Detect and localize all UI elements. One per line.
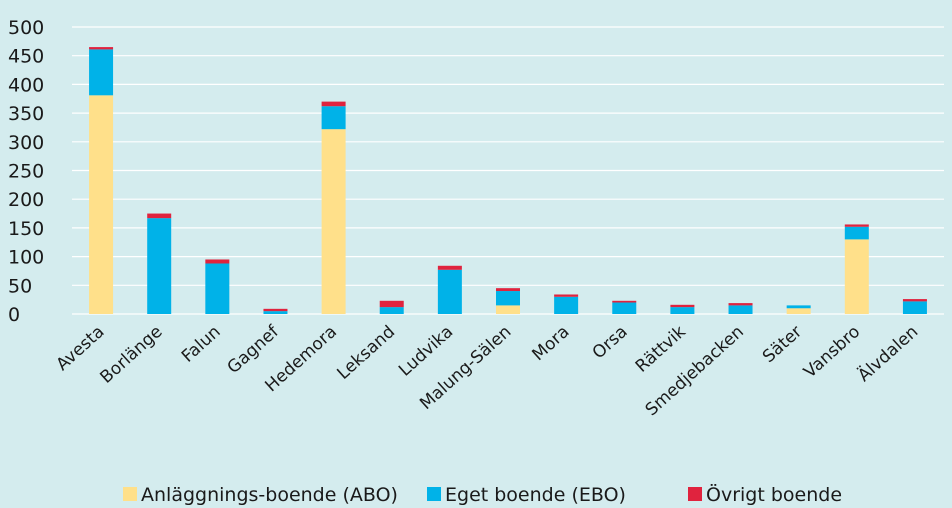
bar-segment bbox=[437, 265, 462, 270]
bar-segment bbox=[437, 269, 462, 314]
bar-segment bbox=[786, 308, 811, 314]
bar-segment bbox=[728, 305, 753, 314]
bars bbox=[89, 47, 927, 314]
bar-segment bbox=[554, 296, 579, 314]
bar-segment bbox=[612, 300, 637, 303]
x-category-label: Vansbro bbox=[800, 322, 864, 382]
legend-label: Anläggnings-boende (ABO) bbox=[141, 484, 398, 506]
y-axis-ticks: 0 50 100 150 200 250 300 350 400 450 500 bbox=[8, 17, 44, 326]
bar-segment bbox=[321, 129, 346, 314]
x-category-label: Älvdalen bbox=[854, 321, 923, 386]
y-tick-label: 400 bbox=[8, 74, 44, 96]
bar-segment bbox=[496, 305, 520, 314]
bar-segment bbox=[379, 300, 404, 308]
x-category-label: Rättvik bbox=[632, 322, 690, 377]
bar-segment bbox=[147, 218, 172, 314]
legend-swatch bbox=[427, 487, 441, 501]
bar-segment bbox=[844, 239, 869, 314]
bar-segment bbox=[670, 304, 695, 308]
y-tick-label: 500 bbox=[8, 17, 44, 39]
legend-label: Eget boende (EBO) bbox=[445, 484, 626, 506]
bar-segment bbox=[496, 291, 520, 306]
bar-segment bbox=[89, 47, 114, 50]
x-category-label: Avesta bbox=[53, 322, 109, 375]
bar-segment bbox=[844, 226, 869, 240]
y-tick-label: 0 bbox=[8, 304, 20, 326]
x-category-label: Leksand bbox=[333, 322, 399, 384]
x-category-label: Orsa bbox=[589, 322, 632, 363]
y-tick-label: 300 bbox=[8, 132, 44, 154]
bar-segment bbox=[89, 49, 114, 96]
y-tick-label: 50 bbox=[8, 275, 32, 297]
bar-segment bbox=[670, 307, 695, 314]
y-tick-label: 250 bbox=[8, 161, 44, 183]
x-category-label: Falun bbox=[178, 322, 225, 367]
x-category-label: Mora bbox=[529, 322, 574, 365]
bar-segment bbox=[263, 311, 288, 314]
bar-segment bbox=[786, 305, 811, 309]
bar-segment bbox=[612, 302, 637, 314]
x-category-label: Borlänge bbox=[97, 322, 167, 388]
bar-segment bbox=[205, 259, 230, 264]
bar-segment bbox=[728, 303, 753, 306]
y-tick-label: 450 bbox=[8, 46, 44, 68]
x-category-label: Säter bbox=[759, 322, 806, 367]
gridlines bbox=[72, 26, 944, 315]
bar-segment bbox=[205, 263, 230, 314]
y-tick-label: 200 bbox=[8, 189, 44, 211]
legend-swatch bbox=[123, 487, 137, 501]
bar-segment bbox=[379, 307, 404, 314]
legend-label: Övrigt boende bbox=[706, 483, 842, 506]
bar-segment bbox=[554, 294, 579, 297]
bar-segment bbox=[902, 299, 927, 302]
y-tick-label: 150 bbox=[8, 218, 44, 240]
y-tick-label: 100 bbox=[8, 247, 44, 269]
bar-segment bbox=[496, 288, 520, 292]
bar-segment bbox=[902, 301, 927, 314]
y-tick-label: 350 bbox=[8, 103, 44, 125]
bar-segment bbox=[263, 308, 288, 312]
bar-segment bbox=[321, 106, 346, 130]
legend: Anläggnings-boende (ABO) Eget boende (EBO… bbox=[123, 483, 842, 506]
bar-segment bbox=[147, 213, 172, 219]
bar-segment bbox=[321, 101, 346, 107]
x-category-label: Smedjebacken bbox=[642, 322, 748, 420]
bar-segment bbox=[844, 224, 869, 227]
bar-segment bbox=[89, 95, 114, 314]
legend-swatch bbox=[688, 487, 702, 501]
